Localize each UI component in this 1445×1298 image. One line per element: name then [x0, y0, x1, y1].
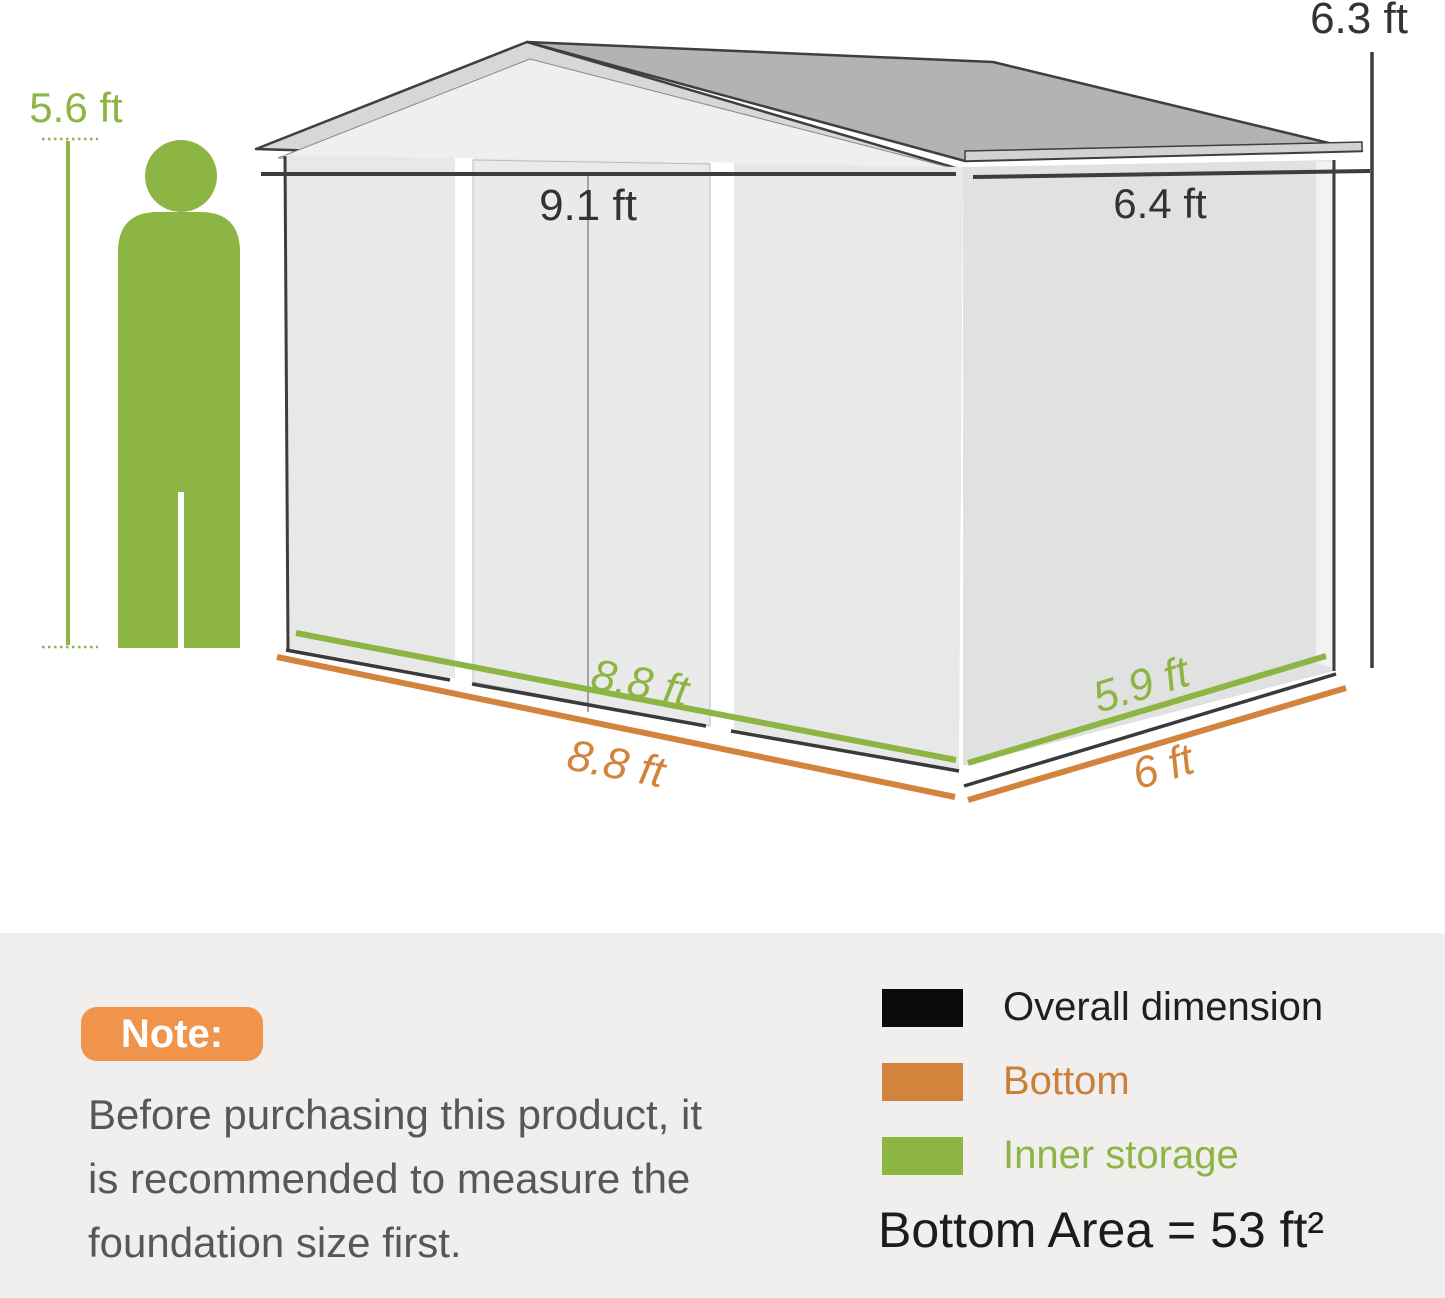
legend-row-inner-storage: Inner storage: [882, 1133, 1239, 1178]
note-line: foundation size first.: [88, 1219, 462, 1266]
label-bottom-front: 8.8 ft: [563, 731, 670, 798]
legend-label-bottom: Bottom: [1003, 1059, 1130, 1103]
note-badge-label: Note:: [120, 1011, 224, 1056]
shed-diagram: 9.1 ft 6.4 ft 6.3 ft 5.6 ft 8.8 ft 8.8 f…: [29, 0, 1408, 803]
base-line-front-2: [471, 682, 707, 728]
bottom-line-side: [967, 685, 1347, 803]
front-wall-left-edge: [283, 155, 290, 650]
roof-eave-band: [964, 141, 1363, 162]
label-person-height: 5.6 ft: [29, 84, 123, 131]
info-panel: Note: Before purchasing this product, it…: [0, 933, 1445, 1298]
inner-storage-line-side: [967, 653, 1327, 766]
door-frame-strip-left: [455, 158, 473, 682]
legend-row-bottom: Bottom: [882, 1059, 1130, 1104]
note-badge: Note:: [81, 1007, 263, 1061]
inner-storage-line-front: [295, 630, 957, 763]
note-paragraph: Before purchasing this product, it is re…: [88, 1083, 702, 1275]
legend-label-inner-storage: Inner storage: [1003, 1133, 1239, 1177]
person-head: [145, 140, 217, 212]
label-bottom-side: 6 ft: [1127, 734, 1201, 799]
door-frame-strip-right: [710, 162, 734, 730]
label-front-width: 9.1 ft: [539, 181, 637, 230]
note-line: is recommended to measure the: [88, 1155, 691, 1202]
door-panels: [472, 159, 711, 727]
legend-row-overall: Overall dimension: [882, 985, 1323, 1030]
overall-dimension-swatch: [882, 988, 963, 1027]
base-line-front-1: [285, 648, 451, 682]
side-wall-corner-strip: [1316, 161, 1332, 668]
bottom-line-front: [276, 654, 956, 800]
note-line: Before purchasing this product, it: [88, 1091, 703, 1138]
side-depth-measure-line: [972, 169, 1371, 179]
side-wall: [963, 160, 1334, 766]
legend-label-overall: Overall dimension: [1003, 985, 1324, 1029]
base-line-front-3: [730, 729, 960, 773]
inner-storage-swatch: [882, 1136, 963, 1175]
label-side-depth: 6.4 ft: [1113, 180, 1207, 227]
label-overall-height: 6.3 ft: [1310, 0, 1408, 43]
bottom-area-text: Bottom Area = 53 ft²: [878, 1202, 1325, 1258]
person-figure: [118, 212, 240, 648]
base-line-side: [963, 672, 1337, 788]
bottom-swatch: [882, 1062, 963, 1101]
